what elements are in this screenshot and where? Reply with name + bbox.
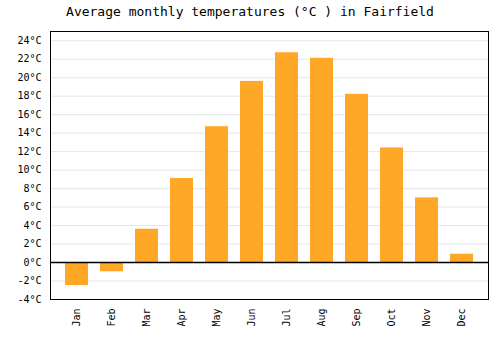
svg-text:-2°C: -2°C: [17, 275, 41, 286]
svg-text:24°C: 24°C: [17, 35, 41, 46]
svg-text:Jan: Jan: [71, 309, 82, 327]
svg-text:Aug: Aug: [316, 309, 327, 327]
svg-text:Nov: Nov: [421, 309, 432, 327]
svg-text:Dec: Dec: [456, 309, 467, 327]
svg-text:Apr: Apr: [176, 309, 187, 327]
svg-text:8°C: 8°C: [23, 183, 41, 194]
svg-text:22°C: 22°C: [17, 53, 41, 64]
svg-text:18°C: 18°C: [17, 90, 41, 101]
svg-text:20°C: 20°C: [17, 72, 41, 83]
svg-text:May: May: [211, 309, 222, 327]
svg-text:Mar: Mar: [141, 309, 152, 327]
svg-text:0°C: 0°C: [23, 257, 41, 268]
svg-text:12°C: 12°C: [17, 146, 41, 157]
svg-text:10°C: 10°C: [17, 164, 41, 175]
svg-text:4°C: 4°C: [23, 220, 41, 231]
svg-text:Sep: Sep: [351, 309, 362, 327]
svg-text:16°C: 16°C: [17, 109, 41, 120]
svg-text:Jul: Jul: [281, 309, 292, 327]
svg-text:6°C: 6°C: [23, 201, 41, 212]
svg-text:Oct: Oct: [386, 309, 397, 327]
svg-text:-4°C: -4°C: [17, 294, 41, 305]
svg-text:2°C: 2°C: [23, 238, 41, 249]
svg-text:Jun: Jun: [246, 309, 257, 327]
svg-text:Feb: Feb: [106, 309, 117, 327]
html-text:Average monthly temperatures (: Average monthly temperatures (°C ) in Fa…: [66, 4, 434, 19]
svg-text:14°C: 14°C: [17, 127, 41, 138]
